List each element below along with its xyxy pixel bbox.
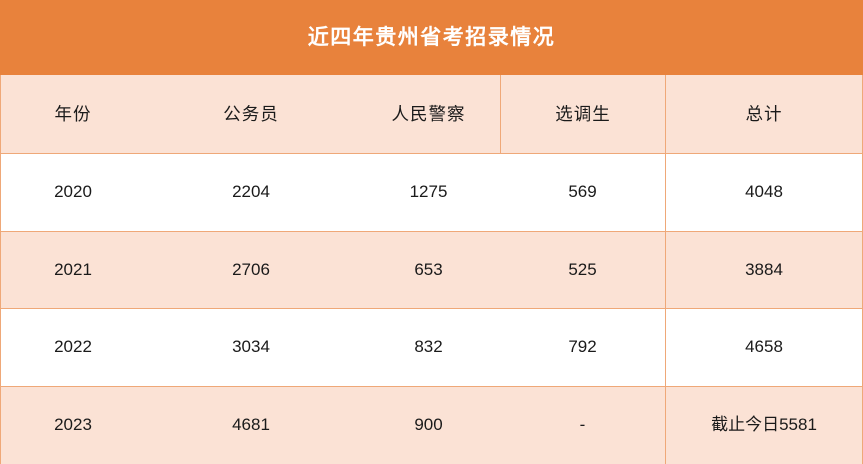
table-grid: 年份 公务员 人民警察 选调生 总计 2020 2204 1275 569 40… <box>0 75 863 464</box>
table-header-row: 年份 公务员 人民警察 选调生 总计 <box>1 75 862 154</box>
table-row: 2021 2706 653 525 3884 <box>1 231 862 310</box>
cell-total: 4658 <box>665 309 862 386</box>
cell-selected-graduate: 569 <box>568 182 597 202</box>
cell-selected-graduate: - <box>579 415 586 435</box>
column-header-civil-servant: 公务员 <box>223 103 279 124</box>
cell-year: 2023 <box>54 415 92 435</box>
page-title: 近四年贵州省考招录情况 <box>307 26 556 49</box>
cell-year: 2021 <box>54 259 92 279</box>
cell-total: 3884 <box>665 231 862 309</box>
cell-selected-graduate: 792 <box>568 337 597 357</box>
cell-civil-servant: 4681 <box>232 415 270 435</box>
column-header-year: 年份 <box>54 103 92 124</box>
cell-selected-graduate: 525 <box>568 259 597 279</box>
cell-year: 2020 <box>54 182 92 202</box>
column-header-selected-graduate: 选调生 <box>500 75 665 153</box>
table-row: 2020 2204 1275 569 4048 <box>1 154 862 232</box>
column-header-total: 总计 <box>665 75 862 153</box>
column-header-police: 人民警察 <box>391 103 466 124</box>
cell-police: 653 <box>414 259 443 279</box>
table-row: 2022 3034 832 792 4658 <box>1 309 862 387</box>
cell-civil-servant: 3034 <box>232 337 270 357</box>
cell-civil-servant: 2706 <box>232 259 270 279</box>
cell-total: 4048 <box>665 154 862 231</box>
table-title-bar: 近四年贵州省考招录情况 <box>0 0 863 75</box>
table-row: 2023 4681 900 - 截止今日5581 <box>1 386 862 464</box>
cell-year: 2022 <box>54 337 92 357</box>
cell-police: 1275 <box>409 182 448 202</box>
cell-police: 832 <box>414 337 443 357</box>
cell-total: 截止今日5581 <box>665 386 862 464</box>
cell-police: 900 <box>414 415 443 435</box>
cell-civil-servant: 2204 <box>232 182 270 202</box>
